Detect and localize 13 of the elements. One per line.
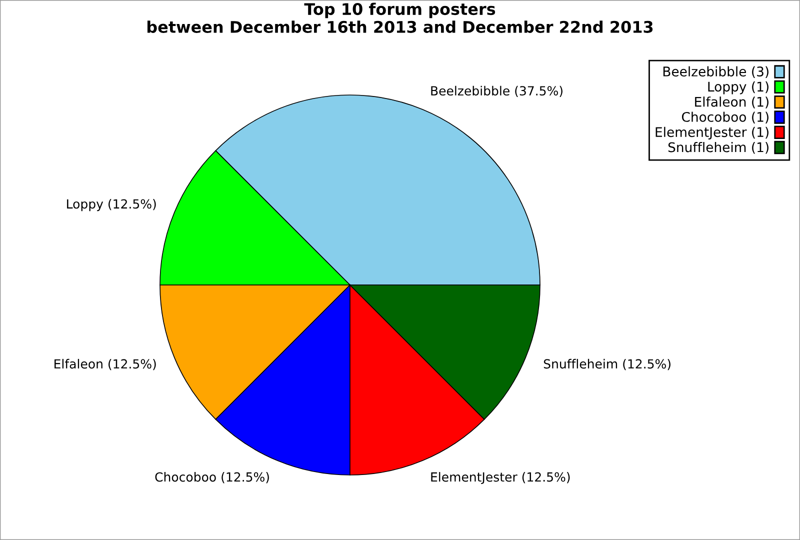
legend-label: Elfaleon (1) (695, 96, 768, 108)
data-label: ElementJester (12.5%) (431, 472, 570, 484)
data-label: Loppy (12.5%) (67, 198, 156, 212)
data-label: Chocoboo (12.5%) (155, 472, 269, 484)
legend-label: ElementJester (1) (656, 126, 768, 140)
legend-label: Beelzebibble (3) (663, 66, 768, 78)
legend-label: Chocoboo (1) (682, 112, 768, 124)
data-label: Beelzebibble (37.5%) (431, 86, 562, 98)
legend-label: Loppy (1) (708, 81, 768, 94)
data-label: Snuffleheim (12.5%) (544, 358, 670, 370)
legend-label: Snuffleheim (1) (668, 142, 768, 154)
data-label: Elfaleon (12.5%) (54, 358, 156, 370)
chart-title: Top 10 forum posters between December 16th 2013 and December 22nd 2013 (147, 2, 653, 33)
